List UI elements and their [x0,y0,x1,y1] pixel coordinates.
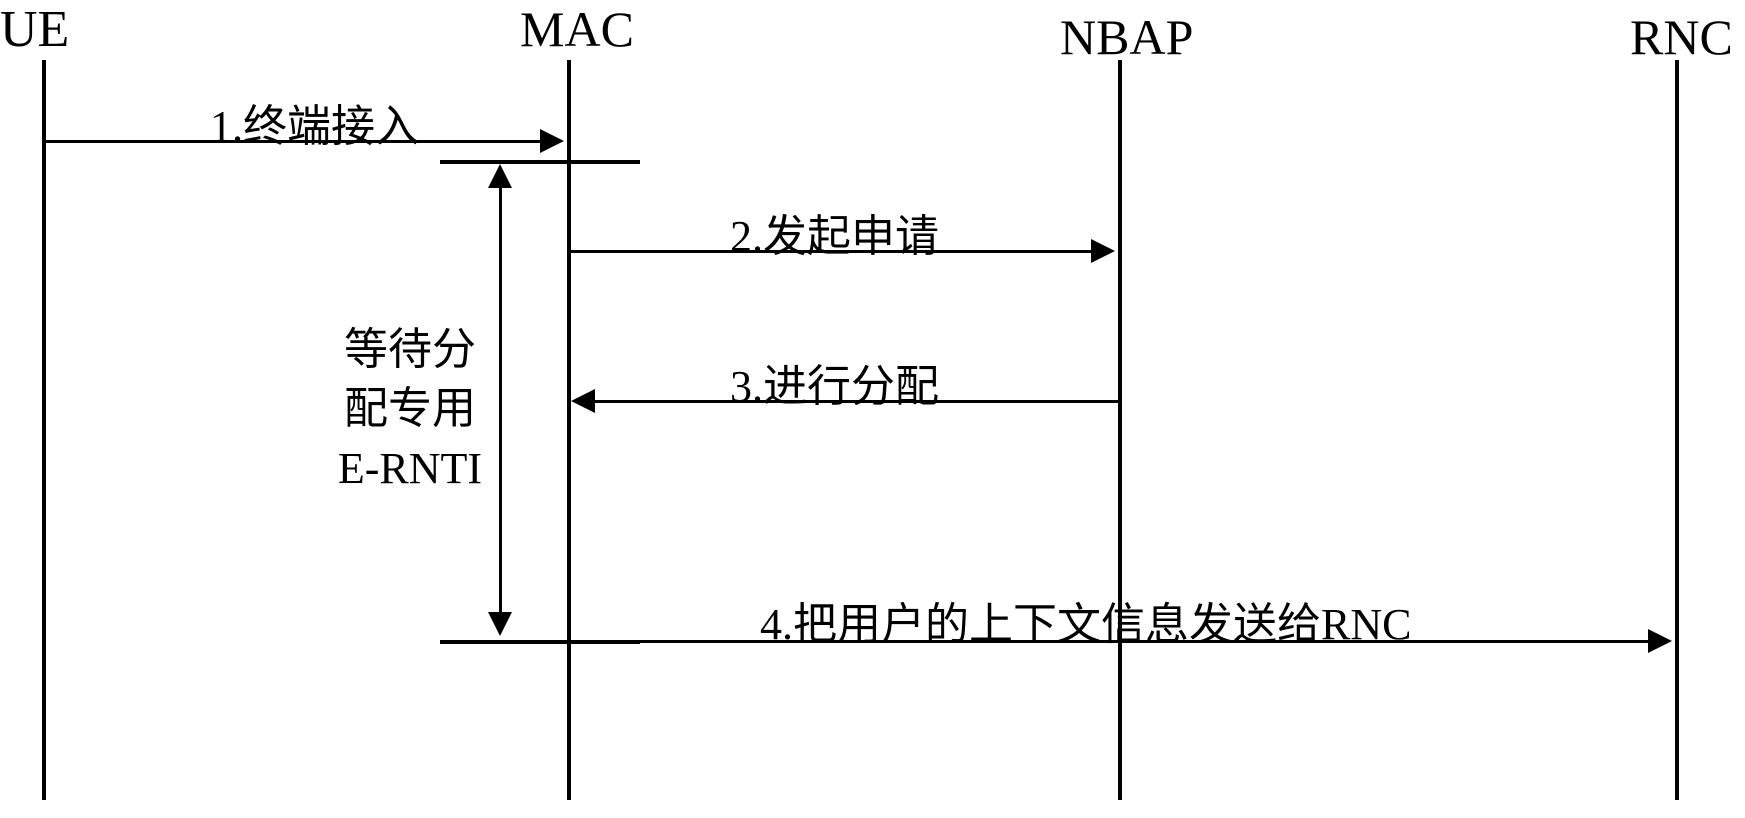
message-2-label: 2.发起申请 [730,200,939,264]
wait-interval-arrow-up [488,164,512,188]
wait-interval-label-line3: E-RNTI [330,439,490,498]
message-4-label: 4.把用户的上下文信息发送给RNC [760,588,1411,652]
wait-interval-label: 等待分 配专用 E-RNTI [330,320,490,498]
wait-interval-axis [499,184,502,616]
participant-rnc-label: RNC [1630,8,1733,66]
message-3-arrow [571,389,595,413]
lifeline-mac [567,60,571,800]
message-3-label: 3.进行分配 [730,350,939,414]
participant-ue-label: UE [0,0,69,59]
wait-interval-bottom-tick [440,640,640,644]
wait-interval-label-line2: 配专用 [330,379,490,438]
wait-interval-arrow-down [488,612,512,636]
wait-interval-label-line1: 等待分 [330,320,490,379]
sequence-diagram: UE MAC NBAP RNC 1.终端接入 2.发起申请 3.进行分配 4.把… [0,0,1745,818]
message-1-arrow [540,129,564,153]
participant-nbap-label: NBAP [1060,8,1193,66]
participant-mac-label: MAC [520,0,634,58]
message-1-label: 1.终端接入 [210,90,419,154]
lifeline-rnc [1675,60,1679,800]
lifeline-ue [42,60,46,800]
wait-interval-top-tick [440,160,640,164]
message-4-arrow [1648,629,1672,653]
message-2-arrow [1091,239,1115,263]
lifeline-nbap [1118,60,1122,800]
